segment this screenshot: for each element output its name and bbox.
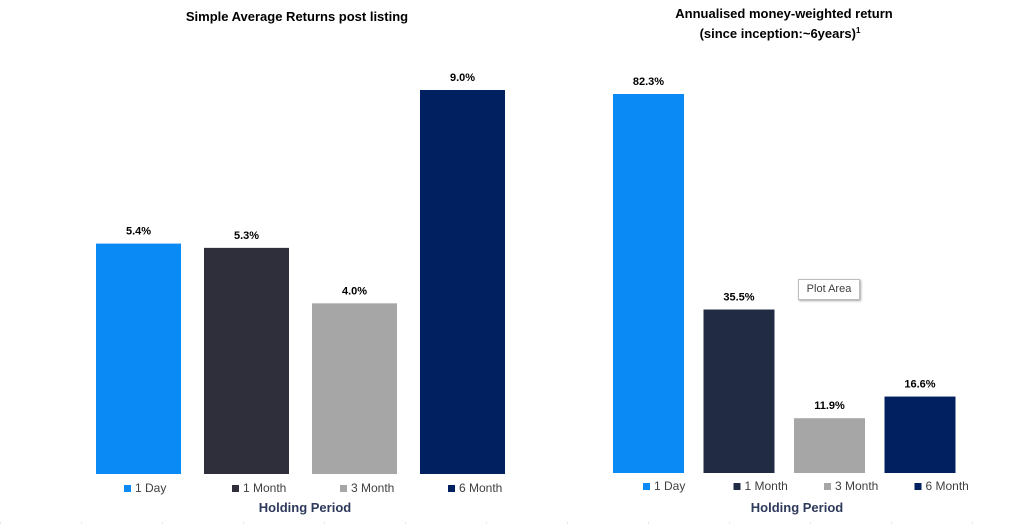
right-legend: 1 Day 1 Month 3 Month 6 Month [643,479,969,493]
right-legend-swatch-6-month [914,483,922,490]
left-bar-1-month[interactable] [204,247,289,474]
left-legend-swatch-3-month [340,485,347,492]
right-chart: Annualised money-weighted return (since … [613,6,969,515]
right-data-label-1-day: 82.3% [633,76,664,88]
left-legend-label-6-month: 6 Month [459,481,502,495]
left-legend-swatch-1-month [232,485,239,492]
right-chart-subtitle-text: (since inception:~6years) [700,26,856,41]
right-x-axis-title: Holding Period [751,500,844,515]
left-x-axis-title: Holding Period [259,500,352,515]
left-plot-area[interactable]: 5.4% 5.3% 4.0% 9.0% [96,72,505,474]
plot-area-tooltip: Plot Area [798,279,860,300]
right-legend-swatch-1-month [733,483,741,490]
left-bar-1-day[interactable] [96,243,181,474]
left-legend-swatch-1-day [124,485,131,492]
left-chart: Simple Average Returns post listing 5.4%… [96,9,505,515]
right-data-label-6-month: 16.6% [904,379,935,391]
right-data-label-3-month: 11.9% [814,400,845,412]
right-plot-area[interactable]: 82.3% 35.5% 11.9% 16.6% [613,76,956,473]
right-legend-label-3-month: 3 Month [835,479,878,493]
left-data-label-1-day: 5.4% [126,226,151,238]
left-data-label-6-month: 9.0% [450,72,475,84]
right-bar-6-month[interactable] [884,396,956,473]
right-chart-title: Annualised money-weighted return [675,6,892,21]
left-data-label-3-month: 4.0% [342,285,367,297]
left-legend: 1 Day 1 Month 3 Month 6 Month [124,481,502,495]
right-legend-label-1-day: 1 Day [654,479,685,493]
left-legend-label-1-month: 1 Month [243,481,286,495]
right-bar-1-month[interactable] [703,309,775,473]
right-legend-label-1-month: 1 Month [745,479,788,493]
left-legend-swatch-6-month [448,485,455,492]
left-legend-label-1-day: 1 Day [135,481,166,495]
left-bar-3-month[interactable] [312,303,397,474]
right-chart-subtitle-superscript: 1 [856,26,861,35]
left-chart-title: Simple Average Returns post listing [186,9,408,24]
right-data-label-1-month: 35.5% [723,292,754,304]
left-bar-6-month[interactable] [420,90,505,474]
left-data-label-1-month: 5.3% [234,230,259,242]
left-legend-label-3-month: 3 Month [351,481,394,495]
right-legend-swatch-3-month [824,483,831,490]
right-chart-subtitle: (since inception:~6years)1 [700,26,861,41]
right-bar-1-day[interactable] [613,94,684,473]
right-legend-label-6-month: 6 Month [926,479,969,493]
right-bar-3-month[interactable] [794,418,865,473]
right-legend-swatch-1-day [643,483,650,490]
